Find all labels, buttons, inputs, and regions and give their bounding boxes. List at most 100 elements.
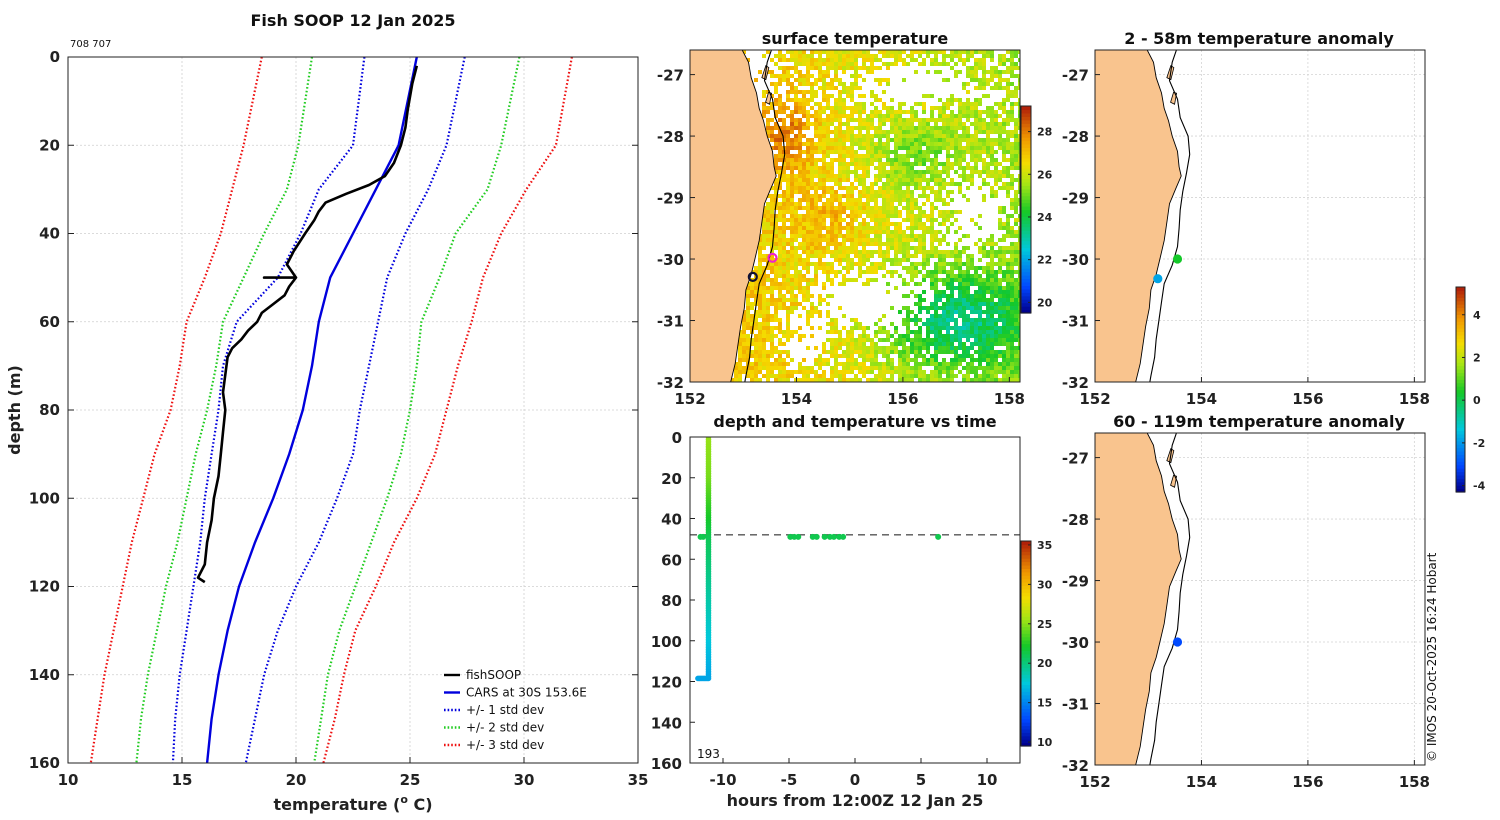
- sst-cell: [950, 306, 954, 310]
- sst-cell: [942, 294, 946, 298]
- sst-cell: [854, 206, 858, 210]
- sst-cell: [770, 290, 774, 294]
- sst-cell: [798, 206, 802, 210]
- sst-cell: [782, 358, 786, 362]
- sst-cell: [890, 234, 894, 238]
- sst-cell: [778, 266, 782, 270]
- sst-cell: [790, 258, 794, 262]
- sst-cell: [862, 122, 866, 126]
- sst-cell: [754, 266, 758, 270]
- sst-cell: [770, 250, 774, 254]
- sst-cell: [1002, 254, 1006, 258]
- sst-cell: [874, 214, 878, 218]
- sst-cell: [778, 214, 782, 218]
- sst-cell: [842, 110, 846, 114]
- sst-cell: [822, 162, 826, 166]
- sst-cell: [862, 374, 866, 378]
- sst-cell: [970, 354, 974, 358]
- colorbar-segment: [1456, 399, 1465, 404]
- sst-cell: [838, 170, 842, 174]
- sst-cell: [826, 178, 830, 182]
- sst-cell: [918, 302, 922, 306]
- credit-text: © IMOS 20-Oct-2025 16:24 Hobart: [1425, 552, 1439, 762]
- sst-cell: [938, 222, 942, 226]
- sst-cell: [842, 62, 846, 66]
- sst-cell: [806, 98, 810, 102]
- sst-cell: [986, 166, 990, 170]
- sst-cell: [942, 122, 946, 126]
- colorbar-segment: [1021, 268, 1031, 273]
- sst-cell: [878, 374, 882, 378]
- sst-cell: [994, 130, 998, 134]
- sst-cell: [794, 330, 798, 334]
- sst-cell: [986, 82, 990, 86]
- sst-cell: [970, 342, 974, 346]
- sst-cell: [930, 94, 934, 98]
- sst-cell: [782, 238, 786, 242]
- sst-cell: [946, 286, 950, 290]
- sst-cell: [1018, 138, 1020, 142]
- sst-cell: [842, 254, 846, 258]
- sst-cell: [974, 294, 978, 298]
- sst-cell: [822, 262, 826, 266]
- sst-cell: [966, 234, 970, 238]
- sst-cell: [886, 254, 890, 258]
- sst-cell: [766, 366, 770, 370]
- sst-cell: [942, 278, 946, 282]
- sst-cell: [982, 342, 986, 346]
- sst-cell: [950, 366, 954, 370]
- sst-cell: [1006, 370, 1010, 374]
- sst-cell: [982, 182, 986, 186]
- sst-cell: [1010, 374, 1014, 378]
- profile-xtick-label: 15: [172, 771, 193, 789]
- map-ytick-label: -30: [1062, 634, 1089, 652]
- sst-cell: [798, 334, 802, 338]
- sst-cell: [774, 122, 778, 126]
- sst-cell: [798, 166, 802, 170]
- sst-cell: [826, 294, 830, 298]
- sst-cell: [834, 110, 838, 114]
- colorbar-segment: [1021, 742, 1031, 747]
- sst-cell: [998, 102, 1002, 106]
- sst-cell: [750, 306, 754, 310]
- sst-cell: [1014, 210, 1018, 214]
- sst-cell: [982, 310, 986, 314]
- sst-cell: [854, 246, 858, 250]
- sst-cell: [894, 346, 898, 350]
- sst-cell: [914, 182, 918, 186]
- sst-cell: [990, 50, 994, 54]
- sst-cell: [946, 378, 950, 382]
- sst-cell: [878, 118, 882, 122]
- sst-cell: [1006, 190, 1010, 194]
- sst-cell: [886, 54, 890, 58]
- sst-cell: [962, 150, 966, 154]
- sst-cell: [774, 242, 778, 246]
- sst-cell: [754, 362, 758, 366]
- sst-cell: [930, 174, 934, 178]
- sst-cell: [758, 370, 762, 374]
- time-panel: depth and temperature vs time -10 -5 0 5 100…: [651, 412, 1053, 810]
- sst-cell: [906, 142, 910, 146]
- sst-cell: [1018, 78, 1020, 82]
- sst-cell: [926, 194, 930, 198]
- sst-cell: [870, 134, 874, 138]
- sst-cell: [910, 310, 914, 314]
- sst-cell: [1018, 214, 1020, 218]
- sst-cell: [906, 62, 910, 66]
- sst-cell: [842, 242, 846, 246]
- sst-cell: [810, 282, 814, 286]
- sst-cell: [866, 194, 870, 198]
- sst-cell: [926, 134, 930, 138]
- sst-cell: [874, 142, 878, 146]
- sst-cell: [754, 350, 758, 354]
- sst-cell: [774, 346, 778, 350]
- sst-cell: [970, 334, 974, 338]
- sst-cell: [862, 178, 866, 182]
- sst-cell: [894, 258, 898, 262]
- sst-cell: [798, 102, 802, 106]
- sst-cell: [830, 214, 834, 218]
- sst-cell: [1018, 322, 1020, 326]
- profile-series-line: [89, 57, 263, 763]
- sst-cell: [786, 362, 790, 366]
- sst-cell: [838, 90, 842, 94]
